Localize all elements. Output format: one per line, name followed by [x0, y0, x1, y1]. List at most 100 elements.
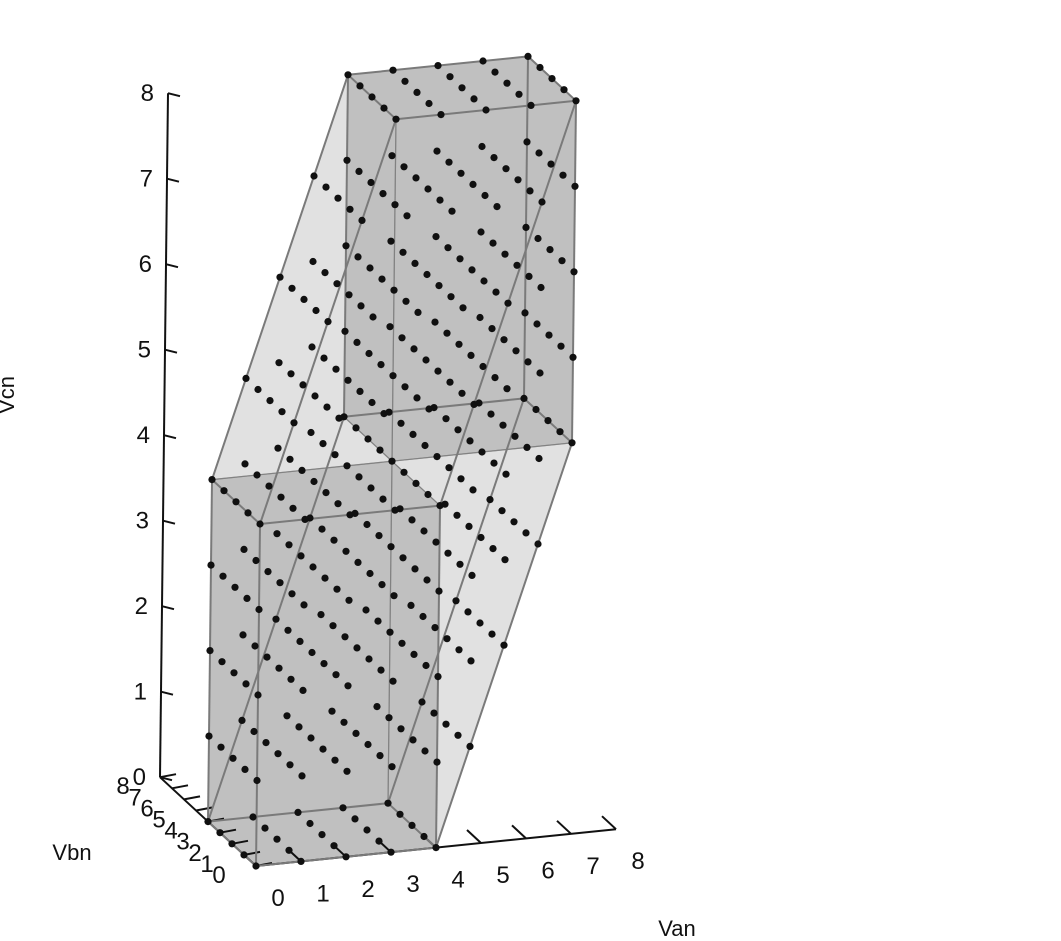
data-point: [344, 71, 352, 79]
data-point: [411, 565, 419, 573]
data-point: [413, 88, 421, 96]
y-tick-label: 3: [176, 829, 189, 856]
data-point: [388, 763, 396, 771]
data-point: [253, 776, 261, 785]
data-point: [571, 182, 579, 190]
data-point: [229, 754, 237, 762]
x-tick-mark: [511, 824, 527, 840]
data-point: [421, 747, 429, 755]
data-point: [536, 63, 544, 72]
y-tick-label: 1: [200, 851, 213, 878]
data-point: [465, 522, 473, 531]
data-point: [490, 154, 498, 162]
data-point: [377, 666, 385, 674]
data-point: [330, 842, 338, 850]
data-point: [330, 536, 338, 544]
data-point: [369, 313, 377, 321]
data-point: [458, 84, 466, 92]
data-point: [522, 223, 530, 231]
data-point: [358, 216, 366, 224]
data-point: [412, 479, 420, 487]
data-point: [391, 506, 399, 514]
data-point: [275, 359, 283, 367]
data-point: [353, 644, 361, 652]
data-point: [533, 320, 541, 328]
x-tick-label: 0: [271, 885, 284, 912]
data-point: [455, 340, 463, 348]
data-point: [241, 460, 249, 468]
data-point: [386, 628, 394, 636]
data-point: [391, 201, 399, 209]
data-point: [261, 824, 269, 832]
data-point: [464, 608, 472, 616]
data-point: [356, 387, 364, 395]
data-point: [468, 571, 476, 580]
data-point: [386, 323, 394, 331]
data-point: [535, 149, 543, 157]
data-point: [459, 304, 467, 312]
data-point: [367, 178, 375, 187]
data-point: [524, 52, 532, 61]
data-point: [217, 743, 225, 751]
data-point: [309, 563, 317, 571]
data-point: [276, 579, 284, 587]
data-point: [444, 549, 452, 557]
data-point: [298, 466, 306, 474]
data-point: [274, 444, 282, 452]
data-point: [230, 669, 238, 677]
data-point: [294, 808, 302, 817]
data-point: [311, 392, 319, 400]
data-point: [411, 259, 419, 267]
y-axis-title: Vbn: [52, 840, 91, 865]
data-point: [376, 752, 384, 760]
data-point: [308, 648, 316, 657]
data-point: [399, 554, 407, 562]
data-point: [276, 273, 284, 281]
y-tick-label: 4: [164, 818, 177, 845]
data-point: [503, 79, 511, 87]
data-point: [309, 257, 317, 266]
x-tick-label: 1: [316, 880, 329, 907]
data-point: [228, 840, 236, 848]
data-point: [341, 327, 349, 335]
y-tick-label: 6: [140, 795, 153, 822]
data-point: [277, 493, 285, 501]
data-point: [546, 246, 554, 254]
data-point: [466, 742, 474, 751]
x-tick-label: 7: [586, 853, 599, 880]
data-point: [250, 727, 258, 736]
y-tick-label: 2: [188, 840, 201, 867]
data-point: [318, 831, 326, 839]
data-point: [357, 302, 365, 310]
z-tick-mark: [166, 177, 180, 183]
data-point: [400, 163, 408, 171]
data-point: [421, 441, 429, 450]
z-tick-label: 4: [137, 422, 150, 449]
data-point: [295, 723, 303, 731]
z-tick-mark: [161, 605, 175, 611]
data-point: [342, 853, 350, 861]
data-point: [392, 115, 400, 123]
data-point: [423, 270, 431, 279]
data-point: [419, 612, 427, 621]
data-point: [397, 725, 405, 733]
data-point: [306, 819, 314, 828]
data-point: [458, 389, 466, 397]
z-tick-label: 7: [140, 166, 153, 193]
data-point: [488, 630, 496, 638]
data-point: [470, 95, 478, 103]
data-point: [481, 191, 489, 200]
data-point: [352, 424, 360, 432]
data-point: [503, 385, 511, 393]
data-point: [340, 718, 348, 726]
data-point: [323, 403, 331, 411]
data-point: [454, 426, 462, 434]
data-point: [343, 767, 351, 775]
y-tick-mark: [195, 806, 213, 812]
data-point: [240, 545, 248, 554]
data-point: [264, 568, 272, 576]
data-point: [274, 750, 282, 758]
data-point: [356, 82, 364, 90]
data-point: [435, 282, 443, 290]
